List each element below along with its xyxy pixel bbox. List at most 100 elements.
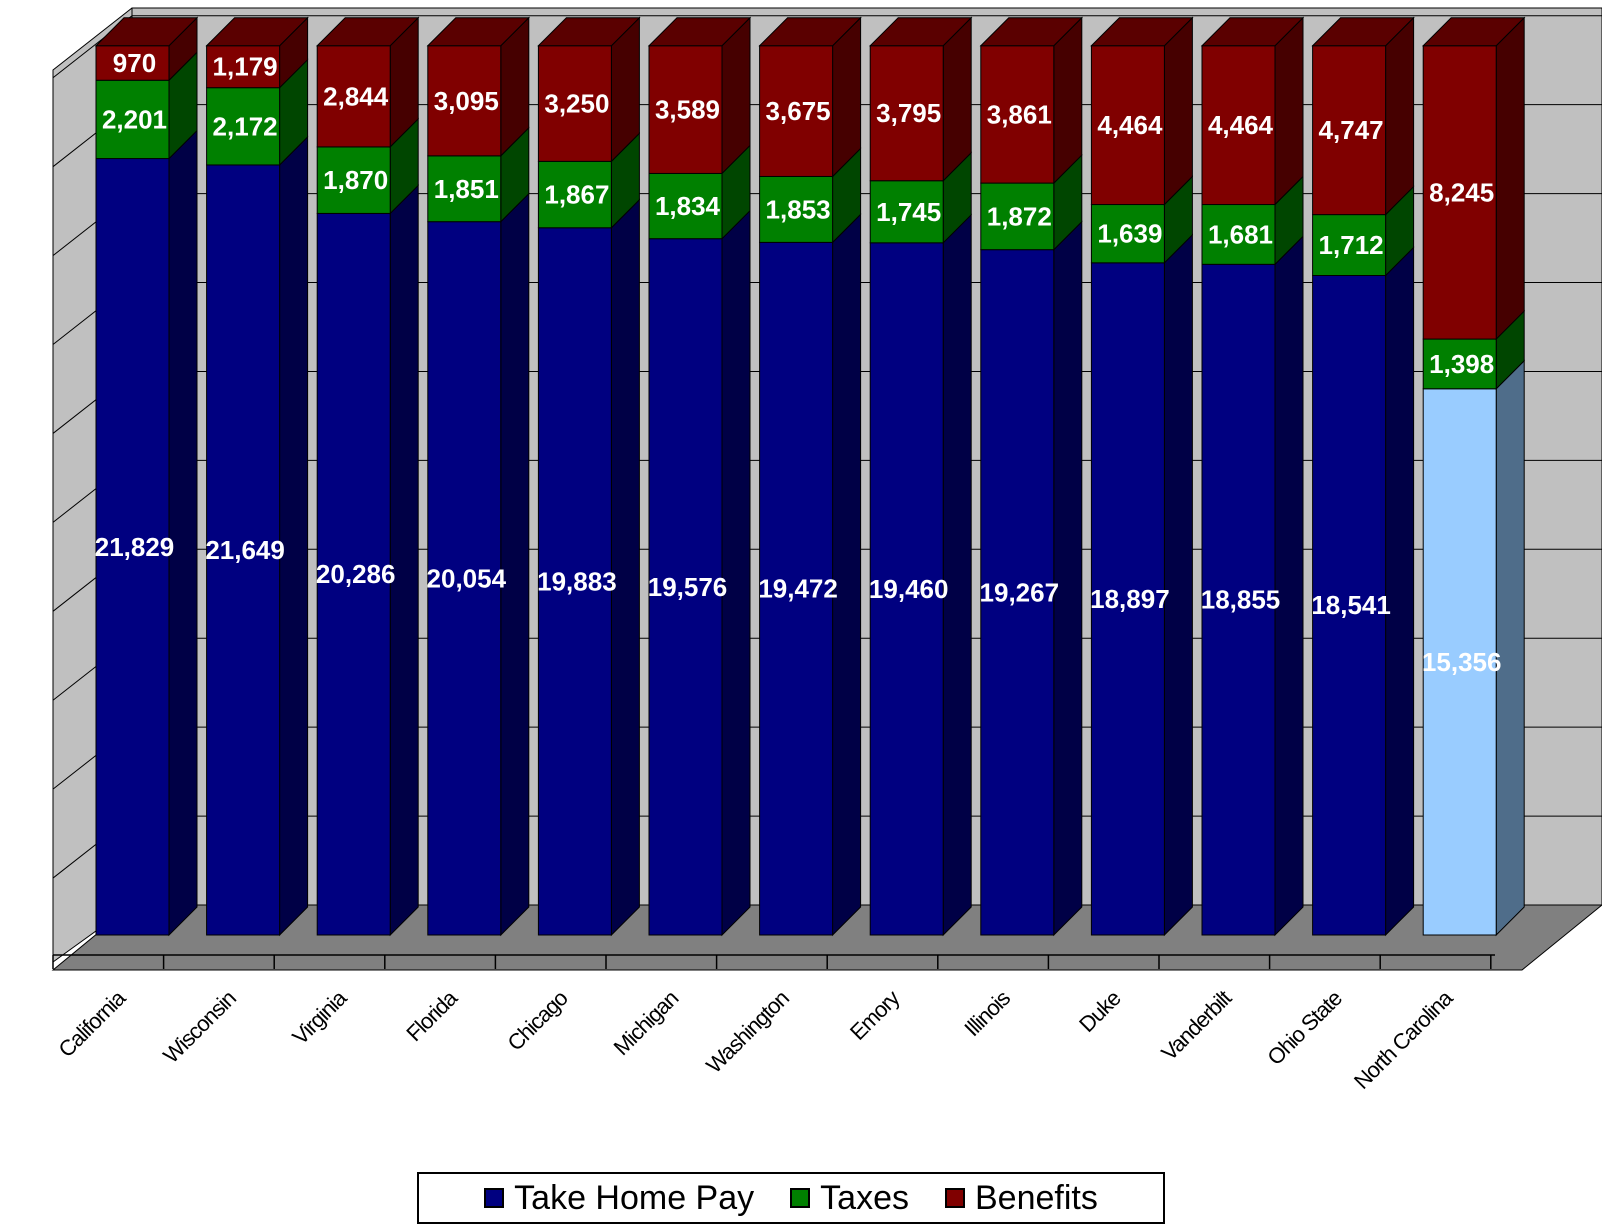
bar-segment: [205, 16, 309, 89]
bar-top: [647, 17, 752, 47]
bar-front: [759, 175, 834, 243]
bar-segment: [316, 184, 419, 937]
bar-side: [1495, 16, 1525, 341]
bar-segment: [537, 198, 640, 937]
legend-label-take-home-pay: Take Home Pay: [514, 1178, 755, 1217]
bar-segment: [94, 16, 199, 82]
x-tick-label: Duke: [1074, 985, 1126, 1037]
x-tick-label: North Carolina: [1349, 985, 1458, 1094]
bar-segment: [537, 16, 641, 163]
x-tick-label: Ohio State: [1262, 985, 1347, 1070]
bars: [94, 16, 1526, 937]
legend-swatch-benefits: [944, 1188, 965, 1208]
value-label: 2,201: [102, 104, 167, 134]
bar-top: [1090, 17, 1194, 47]
x-tick-label: Vanderbilt: [1156, 985, 1236, 1065]
bar-segment: [1090, 16, 1194, 206]
bar-front: [1090, 204, 1165, 264]
bar-top: [315, 17, 420, 47]
bar-segment: [648, 209, 751, 937]
value-label: 1,745: [876, 197, 941, 227]
bar-front: [1090, 262, 1165, 936]
x-tick-label: Chicago: [502, 985, 572, 1055]
bar-segment: [1201, 175, 1304, 266]
bar-side: [1385, 16, 1415, 216]
legend: Take Home Pay Taxes Benefits: [417, 1172, 1165, 1224]
bar-front: [869, 242, 944, 936]
value-label: 20,286: [316, 559, 396, 589]
value-label: 1,639: [1097, 219, 1162, 249]
x-tick-label: Wisconsin: [158, 986, 240, 1068]
bar-front: [1312, 45, 1387, 216]
bar-segment: [95, 129, 198, 937]
value-label: 19,267: [980, 577, 1060, 607]
value-label: 21,649: [205, 535, 285, 565]
bar-segment: [1201, 235, 1304, 937]
value-label: 3,861: [987, 99, 1052, 129]
bar-front: [869, 45, 944, 182]
x-axis: California Wisconsin Virginia Florida Chicag…: [52, 954, 1495, 1094]
bar-segment: [1200, 16, 1305, 206]
legend-label-benefits: Benefits: [974, 1178, 1098, 1217]
value-label: 2,172: [213, 111, 278, 141]
value-label: 1,834: [655, 191, 721, 221]
value-label: 18,541: [1311, 590, 1391, 620]
value-label: 4,747: [1319, 115, 1384, 145]
bar-segment: [95, 51, 198, 160]
bar-front: [1422, 45, 1497, 340]
bar-front: [1201, 204, 1276, 265]
value-label: 970: [113, 48, 156, 78]
bar-top: [979, 17, 1084, 47]
bar-front: [1312, 274, 1387, 936]
bar-front: [316, 212, 391, 936]
bar-side: [1053, 16, 1083, 185]
bar-side: [1163, 16, 1193, 206]
value-label: 1,870: [323, 165, 388, 195]
value-label: 15,356: [1422, 647, 1502, 677]
bar-segment: [426, 16, 531, 158]
value-label: 3,795: [876, 98, 941, 128]
bar-front: [648, 238, 723, 936]
legend-label-taxes: Taxes: [820, 1178, 909, 1217]
bar-front: [1090, 45, 1165, 206]
bar-front: [1422, 388, 1497, 936]
legend-swatch-taxes: [790, 1188, 811, 1208]
bar-segment: [868, 16, 973, 182]
bar-front: [980, 45, 1055, 184]
value-label: 1,712: [1319, 230, 1384, 260]
bar-front: [95, 79, 170, 160]
value-label: 4,464: [1097, 110, 1163, 140]
bar-top: [426, 17, 531, 47]
bar-segment: [1311, 16, 1415, 216]
bar-front: [206, 87, 281, 166]
x-tick-label: Emory: [845, 985, 905, 1045]
bar-segment: [316, 117, 419, 215]
bar-segment: [980, 220, 1083, 937]
legend-item-benefits: Benefits: [944, 1178, 1098, 1218]
bar-segment: [979, 16, 1084, 185]
x-tick-label: Washington: [701, 986, 793, 1078]
bar-segment: [1312, 246, 1415, 937]
value-label: 19,472: [758, 574, 838, 604]
bar-segment: [427, 126, 530, 223]
bar-segment: [1090, 233, 1193, 937]
bar-top: [868, 17, 973, 47]
bar-top: [94, 17, 199, 47]
bar-segment: [315, 16, 420, 149]
value-label: 1,179: [213, 52, 278, 82]
x-tick-label: Florida: [401, 985, 463, 1047]
bar-side: [1274, 16, 1304, 206]
value-label: 19,576: [648, 572, 728, 602]
bar-segment: [206, 135, 309, 937]
bar-top: [1311, 17, 1415, 47]
value-label: 8,245: [1429, 177, 1494, 207]
bar-front: [206, 164, 281, 936]
value-labels: 21,829 2,201 970 21,649 2,172 1,179 20,286 1,87…: [95, 48, 1502, 677]
legend-item-take-home-pay: Take Home Pay: [484, 1179, 754, 1218]
bar-segment: [980, 153, 1083, 251]
x-tick-label: Illinois: [959, 985, 1015, 1041]
bar-top: [1421, 17, 1526, 47]
x-tick-label: California: [54, 985, 132, 1063]
bar-segment: [759, 147, 862, 244]
value-label: 1,872: [987, 201, 1052, 231]
